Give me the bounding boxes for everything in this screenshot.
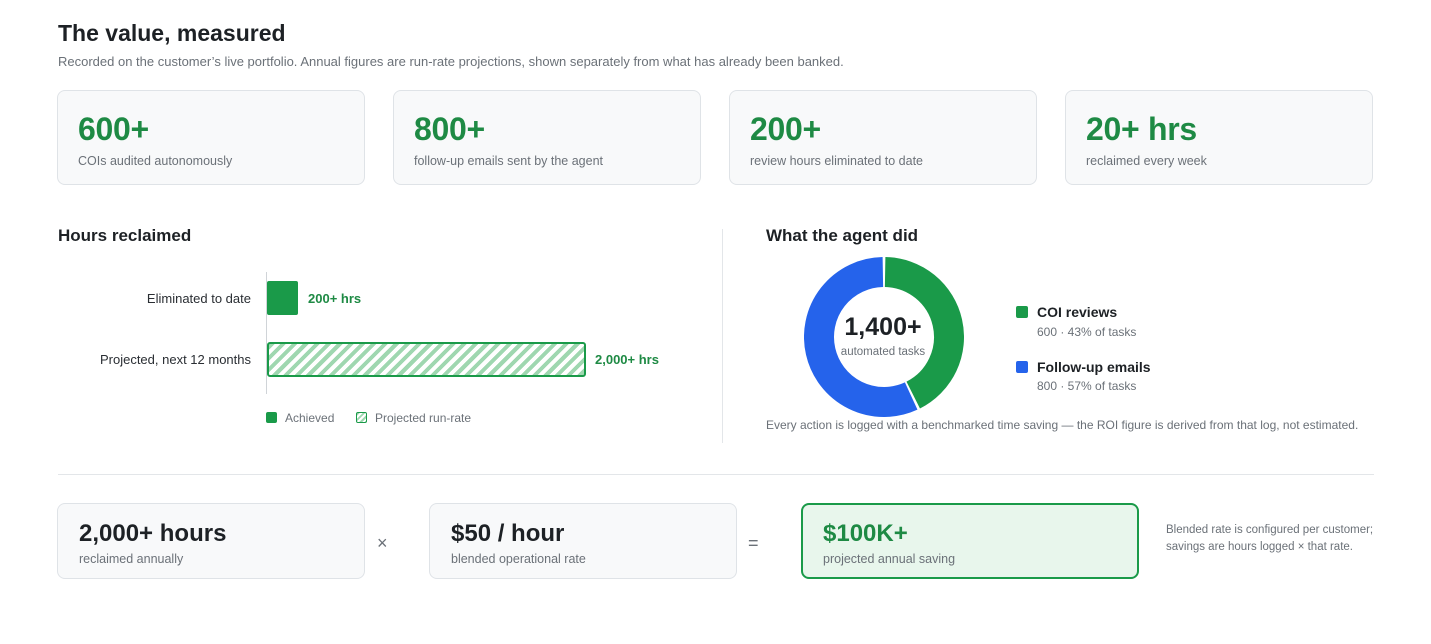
donut-slice-follow-up-emails xyxy=(804,257,918,417)
legend-label-achieved: Achieved xyxy=(285,411,335,425)
stat-label: follow-up emails sent by the agent xyxy=(414,154,603,168)
legend-label-projected: Projected run-rate xyxy=(375,411,472,425)
section-divider-vertical xyxy=(722,229,723,443)
legend-swatch-follow-up-emails xyxy=(1016,361,1028,373)
calc-card-result: $100K+ projected annual saving xyxy=(801,503,1139,579)
equals-sign: = xyxy=(748,533,759,553)
page-title: The value, measured xyxy=(58,20,286,46)
legend-name-follow-up-emails: Follow-up emails xyxy=(1037,359,1151,375)
donut-center-label: automated tasks xyxy=(840,346,926,358)
multiply-sign: × xyxy=(377,533,388,553)
rate-side-note: Blended rate is configured per customer;… xyxy=(1166,524,1374,553)
donut-center-value: 1,400+ xyxy=(844,313,922,341)
stat-card-emails: 800+ follow-up emails sent by the agent xyxy=(393,90,701,185)
legend-swatch-achieved xyxy=(266,412,277,423)
calc-card-rate: $50 / hour blended operational rate xyxy=(429,503,737,579)
bar-category-label: Eliminated to date xyxy=(146,291,251,306)
legend-detail-coi-reviews: 600 · 43% of tasks xyxy=(1037,325,1137,339)
stat-value: 600+ xyxy=(78,111,149,147)
legend-swatch-coi-reviews xyxy=(1016,306,1028,318)
hours-reclaimed-title: Hours reclaimed xyxy=(58,226,192,245)
calc-label: blended operational rate xyxy=(451,552,586,566)
stat-value: 200+ xyxy=(750,111,821,147)
calc-label: reclaimed annually xyxy=(79,552,184,566)
legend-name-coi-reviews: COI reviews xyxy=(1037,304,1118,320)
stat-card-cois: 600+ COIs audited autonomously xyxy=(57,90,365,185)
stat-label: review hours eliminated to date xyxy=(750,154,924,168)
donut-slice-coi-reviews xyxy=(884,257,964,409)
logging-note: Every action is logged with a benchmarke… xyxy=(766,418,1359,432)
stat-card-weekly-hours: 20+ hrs reclaimed every week xyxy=(1065,90,1373,185)
legend-detail-follow-up-emails: 800 · 57% of tasks xyxy=(1037,379,1137,393)
bar-data-label: 2,000+ hrs xyxy=(595,352,659,367)
bar-category-label: Projected, next 12 months xyxy=(99,352,251,367)
bar-projected xyxy=(267,342,586,377)
bar-achieved xyxy=(267,281,298,315)
calc-label: projected annual saving xyxy=(823,552,956,566)
stat-label: COIs audited autonomously xyxy=(78,154,233,168)
agent-did-title: What the agent did xyxy=(766,226,919,245)
stat-value: 20+ hrs xyxy=(1086,111,1197,147)
bar-data-label: 200+ hrs xyxy=(308,291,362,306)
section-divider-horizontal xyxy=(58,474,1374,475)
page-subtitle: Recorded on the customer’s live portfoli… xyxy=(58,54,844,69)
legend-swatch-projected xyxy=(356,412,367,423)
stat-card-review-hours: 200+ review hours eliminated to date xyxy=(729,90,1037,185)
calc-card-hours: 2,000+ hours reclaimed annually xyxy=(57,503,365,579)
bar-axis-line xyxy=(266,272,267,394)
calc-value: $50 / hour xyxy=(451,520,565,547)
stat-value: 800+ xyxy=(414,111,485,147)
calc-value: $100K+ xyxy=(823,520,908,547)
donut-chart xyxy=(804,257,964,417)
calc-value: 2,000+ hours xyxy=(79,520,227,547)
stat-label: reclaimed every week xyxy=(1086,154,1207,168)
